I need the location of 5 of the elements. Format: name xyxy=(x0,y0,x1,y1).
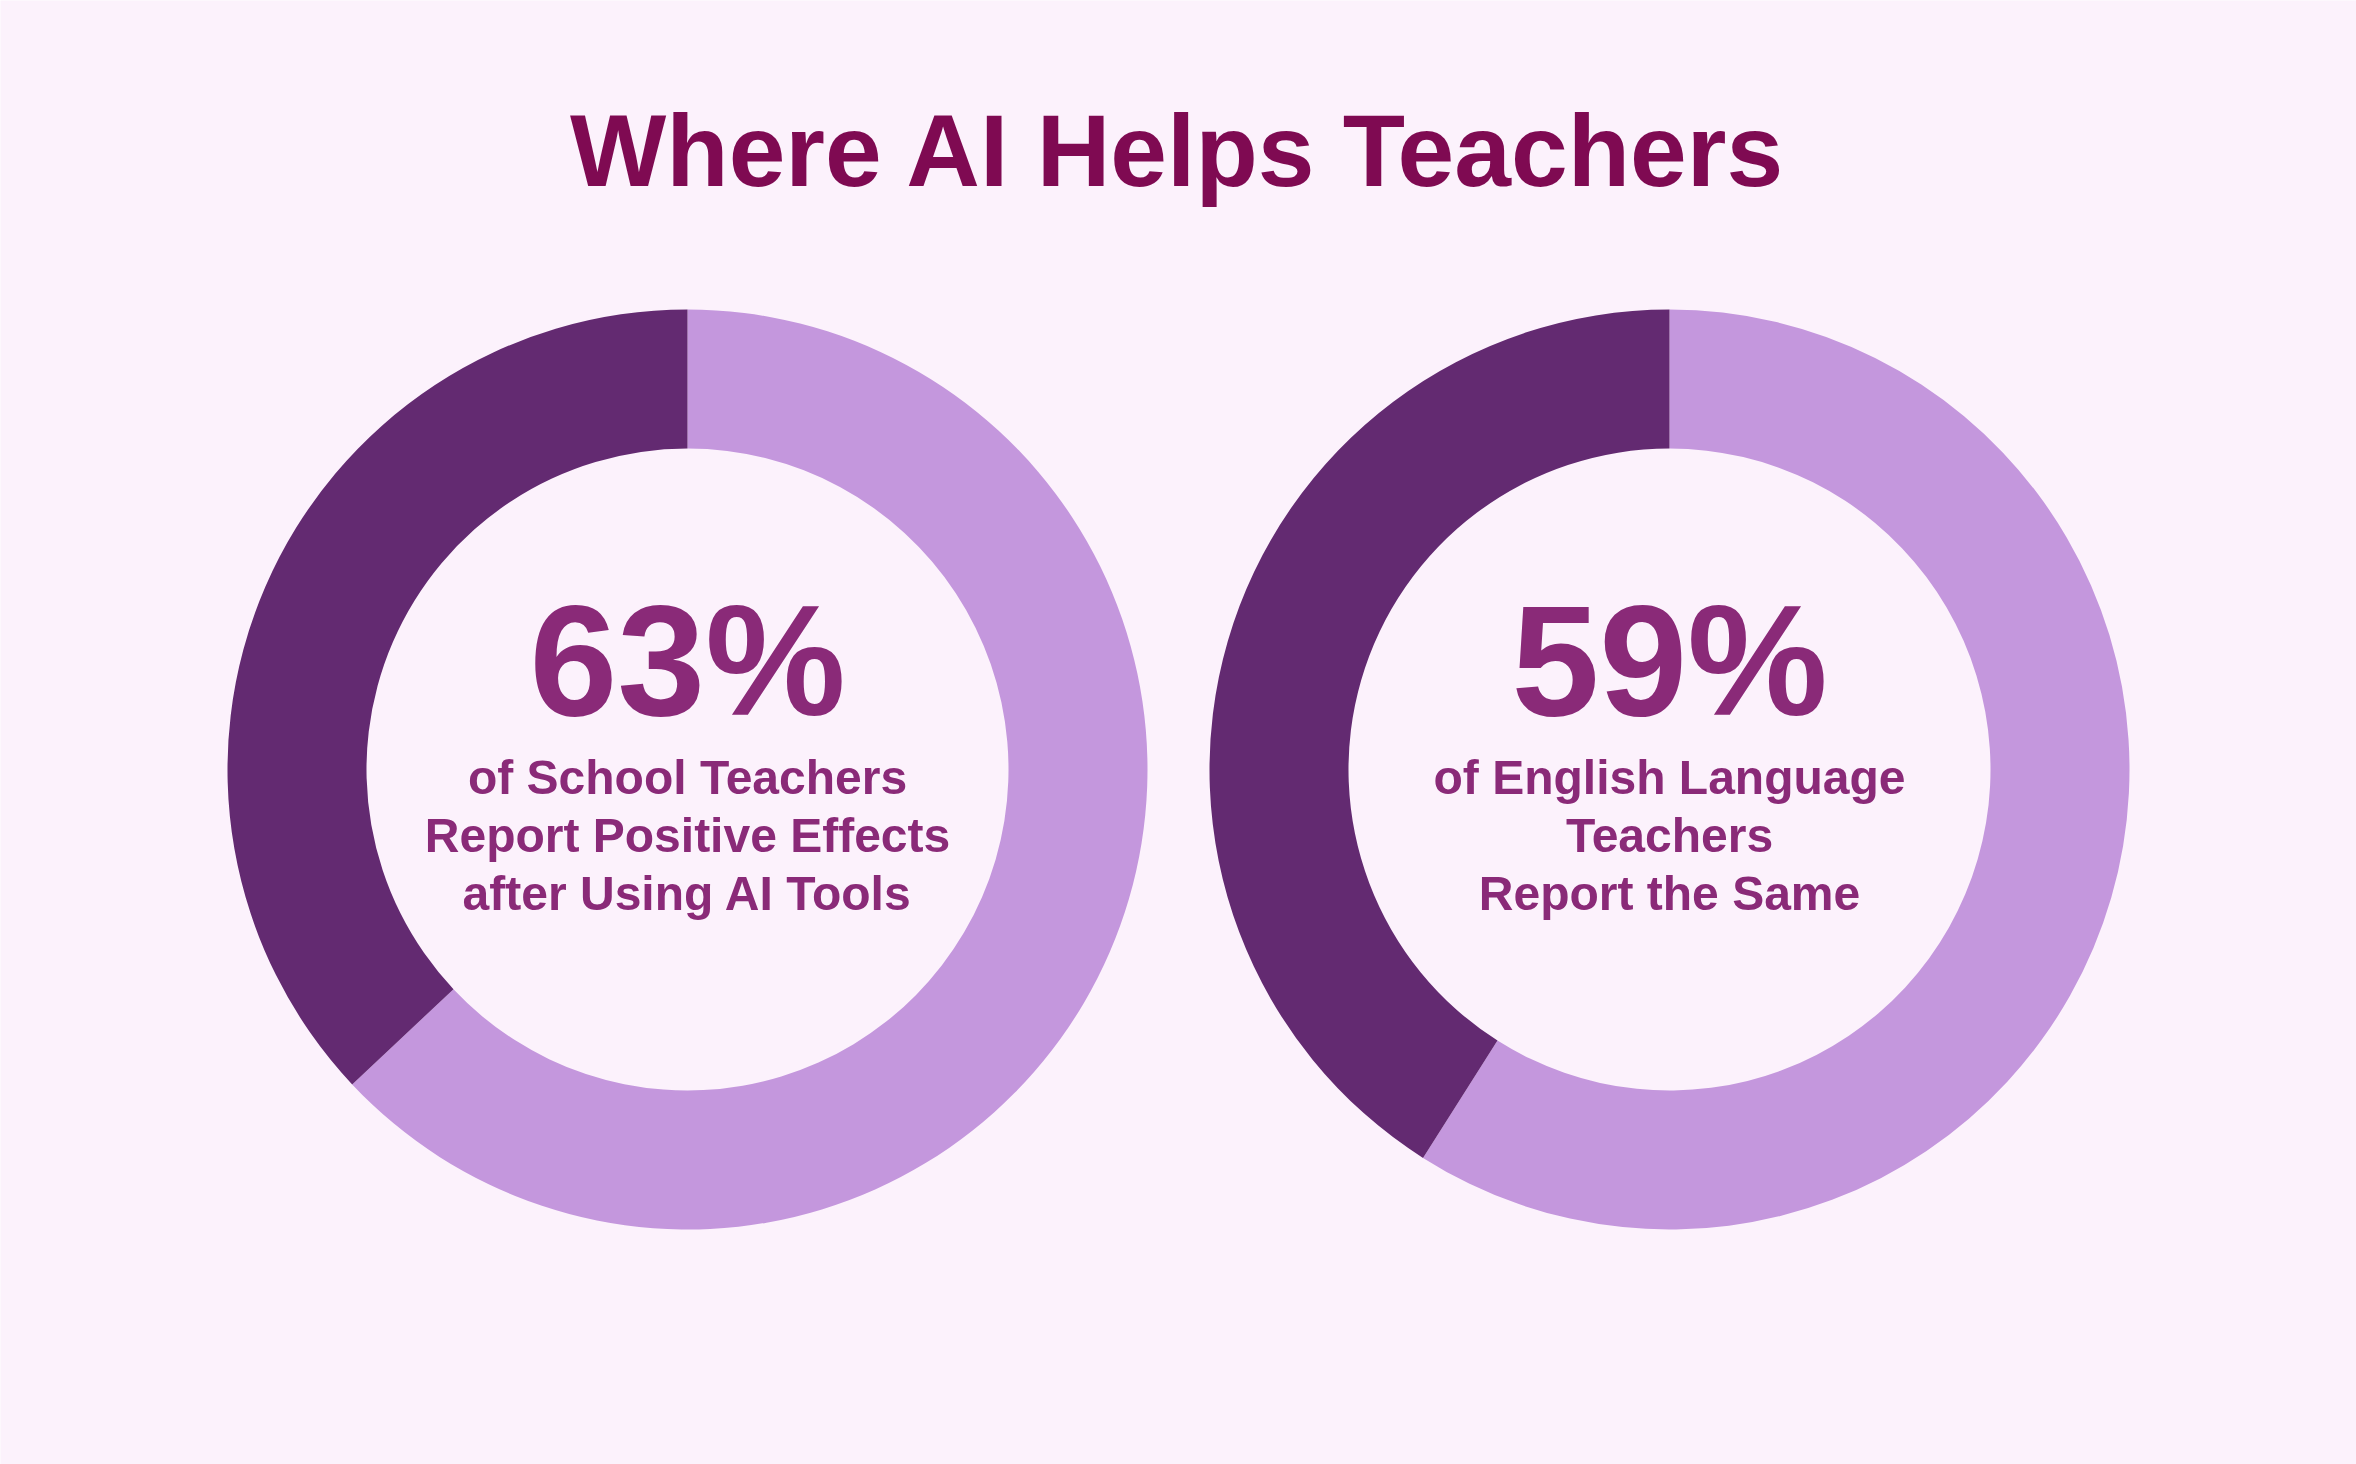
text: of School Teachers Report Positive Effects after Using AI Tools xyxy=(424,751,951,920)
data-label: 63% xyxy=(529,571,846,748)
text: of English Language Teachers Report the Same xyxy=(1433,751,1906,920)
text: Where AI Helps Teachers xyxy=(570,93,1784,208)
data-label: 59% xyxy=(1511,571,1828,748)
